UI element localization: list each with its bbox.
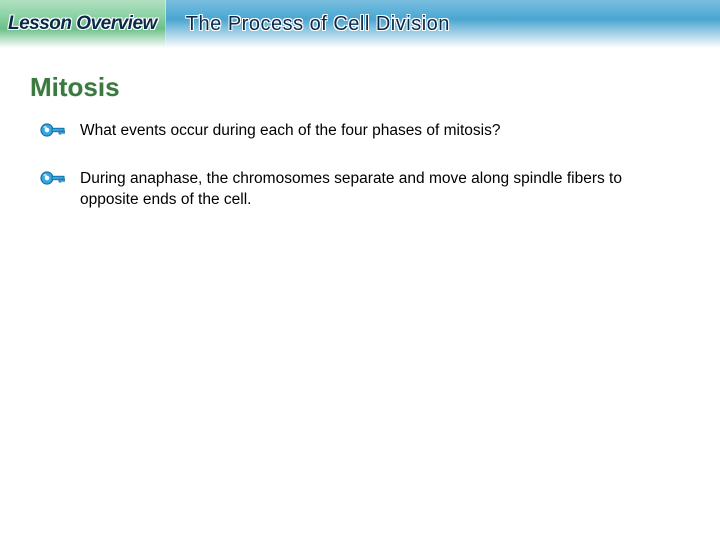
lesson-title: The Process of Cell Division — [186, 13, 450, 36]
key-icon — [40, 122, 66, 143]
key-icon — [40, 170, 66, 191]
header-left-tab: Lesson Overview — [0, 0, 166, 48]
slide-header: Lesson Overview The Process of Cell Divi… — [0, 0, 720, 48]
bullet-text: During anaphase, the chromosomes separat… — [80, 169, 680, 211]
bullet-text: What events occur during each of the fou… — [80, 121, 500, 142]
section-heading: Mitosis — [30, 72, 720, 103]
bullet-item: During anaphase, the chromosomes separat… — [40, 169, 720, 211]
lesson-overview-label: Lesson Overview — [8, 13, 157, 35]
bullet-item: What events occur during each of the fou… — [40, 121, 720, 143]
